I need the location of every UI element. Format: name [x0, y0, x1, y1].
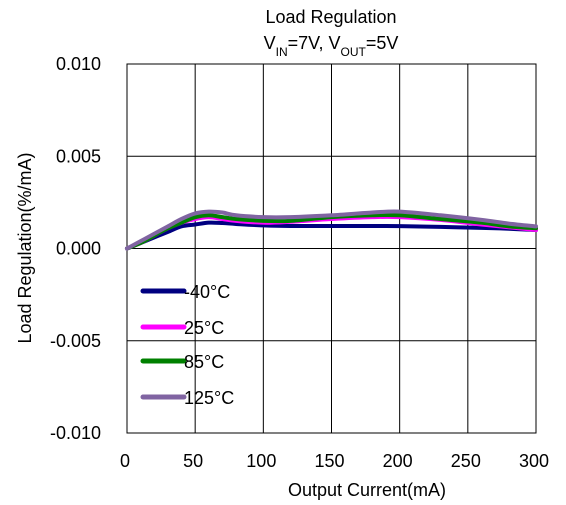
- legend-label: 85°C: [184, 352, 224, 372]
- y-tick-label: -0.010: [50, 423, 101, 443]
- y-tick-label: 0.010: [56, 54, 101, 74]
- subtitle-part: V: [264, 33, 276, 53]
- x-tick-label: 300: [519, 451, 549, 471]
- x-tick-label: 150: [314, 451, 344, 471]
- subtitle-part: OUT: [341, 45, 367, 59]
- y-tick-label: 0.005: [56, 146, 101, 166]
- series-line-3: [125, 209, 538, 251]
- y-tick-label: -0.005: [50, 331, 101, 351]
- series-line-0: [125, 220, 538, 251]
- legend-label: -40°C: [184, 282, 230, 302]
- chart-title: Load Regulation: [265, 7, 396, 27]
- x-tick-label: 250: [451, 451, 481, 471]
- series-lines: [125, 209, 538, 251]
- x-tick-label: 200: [383, 451, 413, 471]
- legend-label: 25°C: [184, 318, 224, 338]
- x-tick-label: 50: [183, 451, 203, 471]
- legend: -40°C 25°C 85°C 125°C: [140, 282, 234, 408]
- legend-label: 125°C: [184, 388, 234, 408]
- x-axis-tick-labels: 0 50 100 150 200 250 300: [120, 451, 549, 471]
- x-tick-label: 0: [120, 451, 130, 471]
- subtitle-part: =5V: [366, 33, 399, 53]
- chart-subtitle: VIN=7V, VOUT=5V: [264, 33, 399, 59]
- x-axis-label: Output Current(mA): [288, 480, 446, 500]
- y-axis-label: Load Regulation(%/mA): [15, 152, 35, 343]
- y-tick-label: 0.000: [56, 239, 101, 259]
- x-tick-label: 100: [246, 451, 276, 471]
- subtitle-part: IN: [276, 45, 288, 59]
- y-axis-tick-labels: 0.010 0.005 0.000 -0.005 -0.010: [50, 54, 101, 443]
- subtitle-part: =7V, V: [288, 33, 341, 53]
